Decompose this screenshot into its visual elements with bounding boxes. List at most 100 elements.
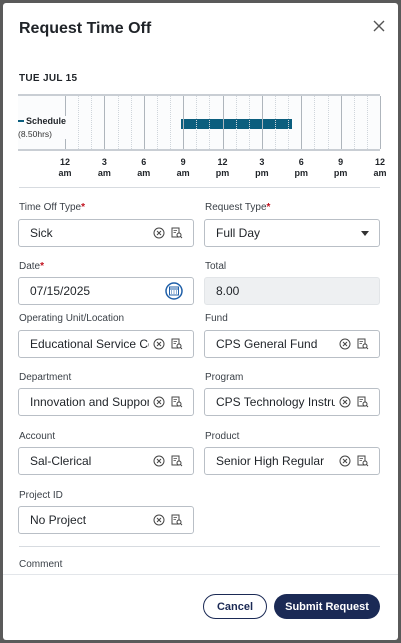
total-label: Total <box>205 261 227 272</box>
program-field[interactable]: CPS Technology Instruction <box>204 388 380 416</box>
time-off-type-label: Time Off Type* <box>19 202 85 213</box>
timeline-tick-label: 12 am <box>58 157 72 178</box>
timeline-tick-label: 12 pm <box>215 157 230 178</box>
section-divider <box>19 187 380 188</box>
timeline-tick-label: 12 am <box>373 157 387 178</box>
footer-divider <box>3 574 398 575</box>
dialog-title: Request Time Off <box>19 20 152 37</box>
timeline-day-label: TUE JUL 15 <box>19 73 78 84</box>
product-label: Product <box>205 431 240 442</box>
timeline-grid-line <box>196 96 198 149</box>
close-icon[interactable] <box>369 15 389 37</box>
lookup-icon[interactable] <box>357 455 369 467</box>
total-value: 8.00 <box>216 284 240 298</box>
schedule-legend-label: Schedule <box>26 116 67 126</box>
timeline-grid-line <box>288 96 290 149</box>
date-label: Date* <box>19 261 45 272</box>
department-value: Innovation and Support <box>30 395 149 409</box>
fund-field[interactable]: CPS General Fund <box>204 330 380 358</box>
schedule-legend: Schedule <box>18 116 68 126</box>
product-field[interactable]: Senior High Regular <box>204 447 380 475</box>
calendar-icon[interactable] <box>165 282 183 300</box>
timeline-grid-line <box>353 96 355 149</box>
lookup-icon[interactable] <box>171 396 183 408</box>
department-label: Department <box>19 372 72 383</box>
lookup-icon[interactable] <box>171 455 183 467</box>
schedule-timeline: Schedule (8.50hrs) <box>18 94 381 151</box>
lookup-icon[interactable] <box>171 227 183 239</box>
request-type-value: Full Day <box>216 226 261 240</box>
timeline-grid-line <box>235 96 237 149</box>
timeline-grid-line <box>248 96 250 149</box>
lookup-icon[interactable] <box>171 338 183 350</box>
timeline-tick-label: 6 pm <box>294 157 309 178</box>
project-id-label: Project ID <box>19 490 63 501</box>
timeline-grid-line <box>78 96 80 149</box>
timeline-grid-line <box>170 96 171 149</box>
timeline-row-header: Schedule (8.50hrs) <box>18 116 68 139</box>
timeline-tick-label: 3 am <box>97 157 111 178</box>
fund-value: CPS General Fund <box>216 337 318 351</box>
timeline-grid-line <box>91 96 93 149</box>
time-off-type-value: Sick <box>30 226 53 240</box>
date-input[interactable]: 07/15/2025 <box>18 277 194 305</box>
request-time-off-dialog: Request Time Off TUE JUL 15 Schedule (8.… <box>3 3 398 640</box>
date-value: 07/15/2025 <box>30 284 91 298</box>
timeline-grid-line <box>183 96 185 149</box>
timeline-grid-line <box>275 96 276 149</box>
account-label: Account <box>19 431 56 442</box>
timeline-grid-line <box>130 96 132 149</box>
timeline-tick-label: 9 am <box>176 157 190 178</box>
project-id-field[interactable]: No Project <box>18 506 194 534</box>
operating-unit-field[interactable]: Educational Service Center <box>18 330 194 358</box>
schedule-hours: (8.50hrs) <box>18 129 53 139</box>
program-label: Program <box>205 372 244 383</box>
timeline-grid-line <box>156 96 158 149</box>
timeline-grid-line <box>314 96 316 149</box>
schedule-legend-swatch <box>18 120 24 122</box>
timeline-grid-line <box>222 96 224 149</box>
cancel-button[interactable]: Cancel <box>203 594 267 619</box>
timeline-tick-label: 9 pm <box>333 157 348 178</box>
timeline-grid-line <box>209 96 211 149</box>
department-field[interactable]: Innovation and Support <box>18 388 194 416</box>
clear-icon[interactable] <box>339 396 351 408</box>
fund-label: Fund <box>205 313 228 324</box>
lookup-icon[interactable] <box>171 514 183 526</box>
comment-label: Comment <box>19 559 63 570</box>
timeline-tick-label: 6 am <box>137 157 151 178</box>
account-field[interactable]: Sal-Clerical <box>18 447 194 475</box>
timeline-grid-line <box>143 96 145 149</box>
time-off-type-field[interactable]: Sick <box>18 219 194 247</box>
timeline-grid-line <box>366 96 368 149</box>
chevron-down-icon[interactable] <box>361 230 369 236</box>
product-value: Senior High Regular <box>216 454 325 468</box>
clear-icon[interactable] <box>339 338 351 350</box>
timeline-grid-line <box>380 96 381 149</box>
timeline-grid-line <box>327 96 329 149</box>
clear-icon[interactable] <box>153 227 165 239</box>
clear-icon[interactable] <box>153 514 165 526</box>
project-id-value: No Project <box>30 513 87 527</box>
request-type-select[interactable]: Full Day <box>204 219 380 247</box>
timeline-grid-line <box>301 96 303 149</box>
operating-unit-label: Operating Unit/Location <box>19 313 125 324</box>
section-divider <box>19 546 380 547</box>
clear-icon[interactable] <box>339 455 351 467</box>
timeline-grid-line <box>104 96 106 149</box>
request-type-label: Request Type* <box>205 202 271 213</box>
clear-icon[interactable] <box>153 338 165 350</box>
timeline-tick-label: 3 pm <box>255 157 269 178</box>
lookup-icon[interactable] <box>357 338 369 350</box>
timeline-grid-line <box>261 96 263 149</box>
total-field: 8.00 <box>204 277 380 305</box>
operating-unit-value: Educational Service Center <box>30 337 149 351</box>
account-value: Sal-Clerical <box>30 454 92 468</box>
clear-icon[interactable] <box>153 396 165 408</box>
submit-request-button[interactable]: Submit Request <box>274 594 380 619</box>
program-value: CPS Technology Instruction <box>216 395 335 409</box>
clear-icon[interactable] <box>153 455 165 467</box>
timeline-grid-line <box>117 96 119 149</box>
lookup-icon[interactable] <box>357 396 369 408</box>
timeline-grid-line <box>340 96 342 149</box>
